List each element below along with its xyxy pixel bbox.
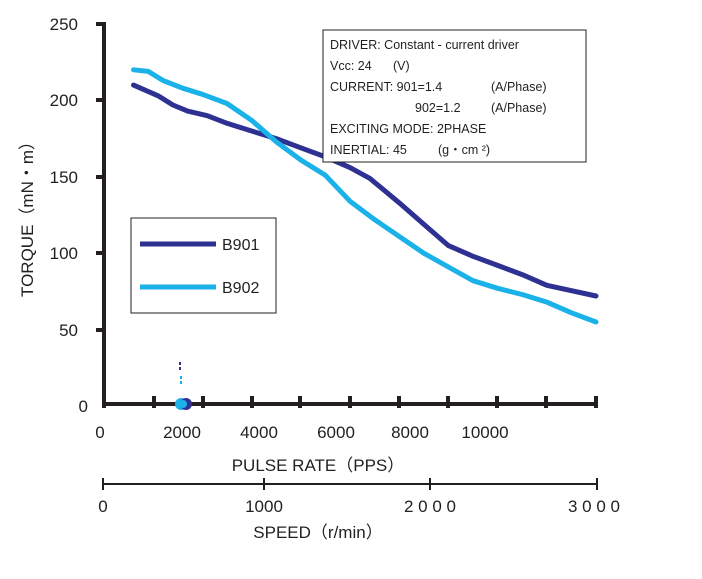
x-tick-label: 6000 [317, 423, 355, 442]
speed-tick-label: 3 0 0 0 [568, 497, 620, 516]
y-tick-label: 0 [79, 397, 88, 416]
info-current-unit-2: (A/Phase) [491, 101, 547, 115]
y-tick-label: 50 [59, 321, 78, 340]
x-tick-label: 8000 [391, 423, 429, 442]
legend-label-b901: B901 [222, 237, 259, 254]
y-tick-label: 200 [50, 91, 78, 110]
x-tick-label: 2000 [163, 423, 201, 442]
legend: B901 B902 [130, 217, 277, 314]
y-axis-title: TORQUE（mN・m） [18, 133, 37, 297]
legend-label-b902: B902 [222, 280, 259, 297]
y-tick-label: 150 [50, 168, 78, 187]
speed-axis: 0 1000 2 0 0 0 3 0 0 0 SPEED（r/min） [98, 478, 620, 542]
info-vcc-unit: (V) [393, 59, 410, 73]
marker-dot-b902-2 [179, 400, 187, 408]
info-box: DRIVER: Constant - current driver Vcc: 2… [322, 29, 587, 163]
y-axis: 250 200 150 100 50 0 TORQUE（mN・m） [18, 15, 106, 416]
y-tick-label: 250 [50, 15, 78, 34]
legend-box [130, 217, 277, 314]
info-current: CURRENT: 901=1.4 [330, 80, 442, 94]
info-inertia-unit: (g・cm ²) [438, 143, 490, 157]
origin-markers [175, 362, 192, 410]
x-tick-label: 0 [95, 423, 104, 442]
series-line-b902 [131, 67, 599, 325]
x-tick-label: 4000 [240, 423, 278, 442]
info-current-902: 902=1.2 [415, 101, 461, 115]
info-box-frame [322, 29, 587, 163]
info-driver: DRIVER: Constant - current driver [330, 38, 519, 52]
speed-tick-label: 1000 [245, 497, 283, 516]
info-inertia: INERTIAL: 45 [330, 143, 407, 157]
x-axis: 0 2000 4000 6000 8000 10000 PULSE RATE（P… [95, 396, 598, 475]
speed-tick-label: 0 [98, 497, 107, 516]
speed-tick-label: 2 0 0 0 [404, 497, 456, 516]
info-current-unit-1: (A/Phase) [491, 80, 547, 94]
y-tick-label: 100 [50, 244, 78, 263]
speed-axis-title: SPEED（r/min） [253, 523, 382, 542]
x-axis-title: PULSE RATE（PPS） [232, 456, 405, 475]
x-tick-label: 10000 [461, 423, 508, 442]
info-exciting-mode: EXCITING MODE: 2PHASE [330, 122, 486, 136]
info-vcc: Vcc: 24 [330, 59, 372, 73]
